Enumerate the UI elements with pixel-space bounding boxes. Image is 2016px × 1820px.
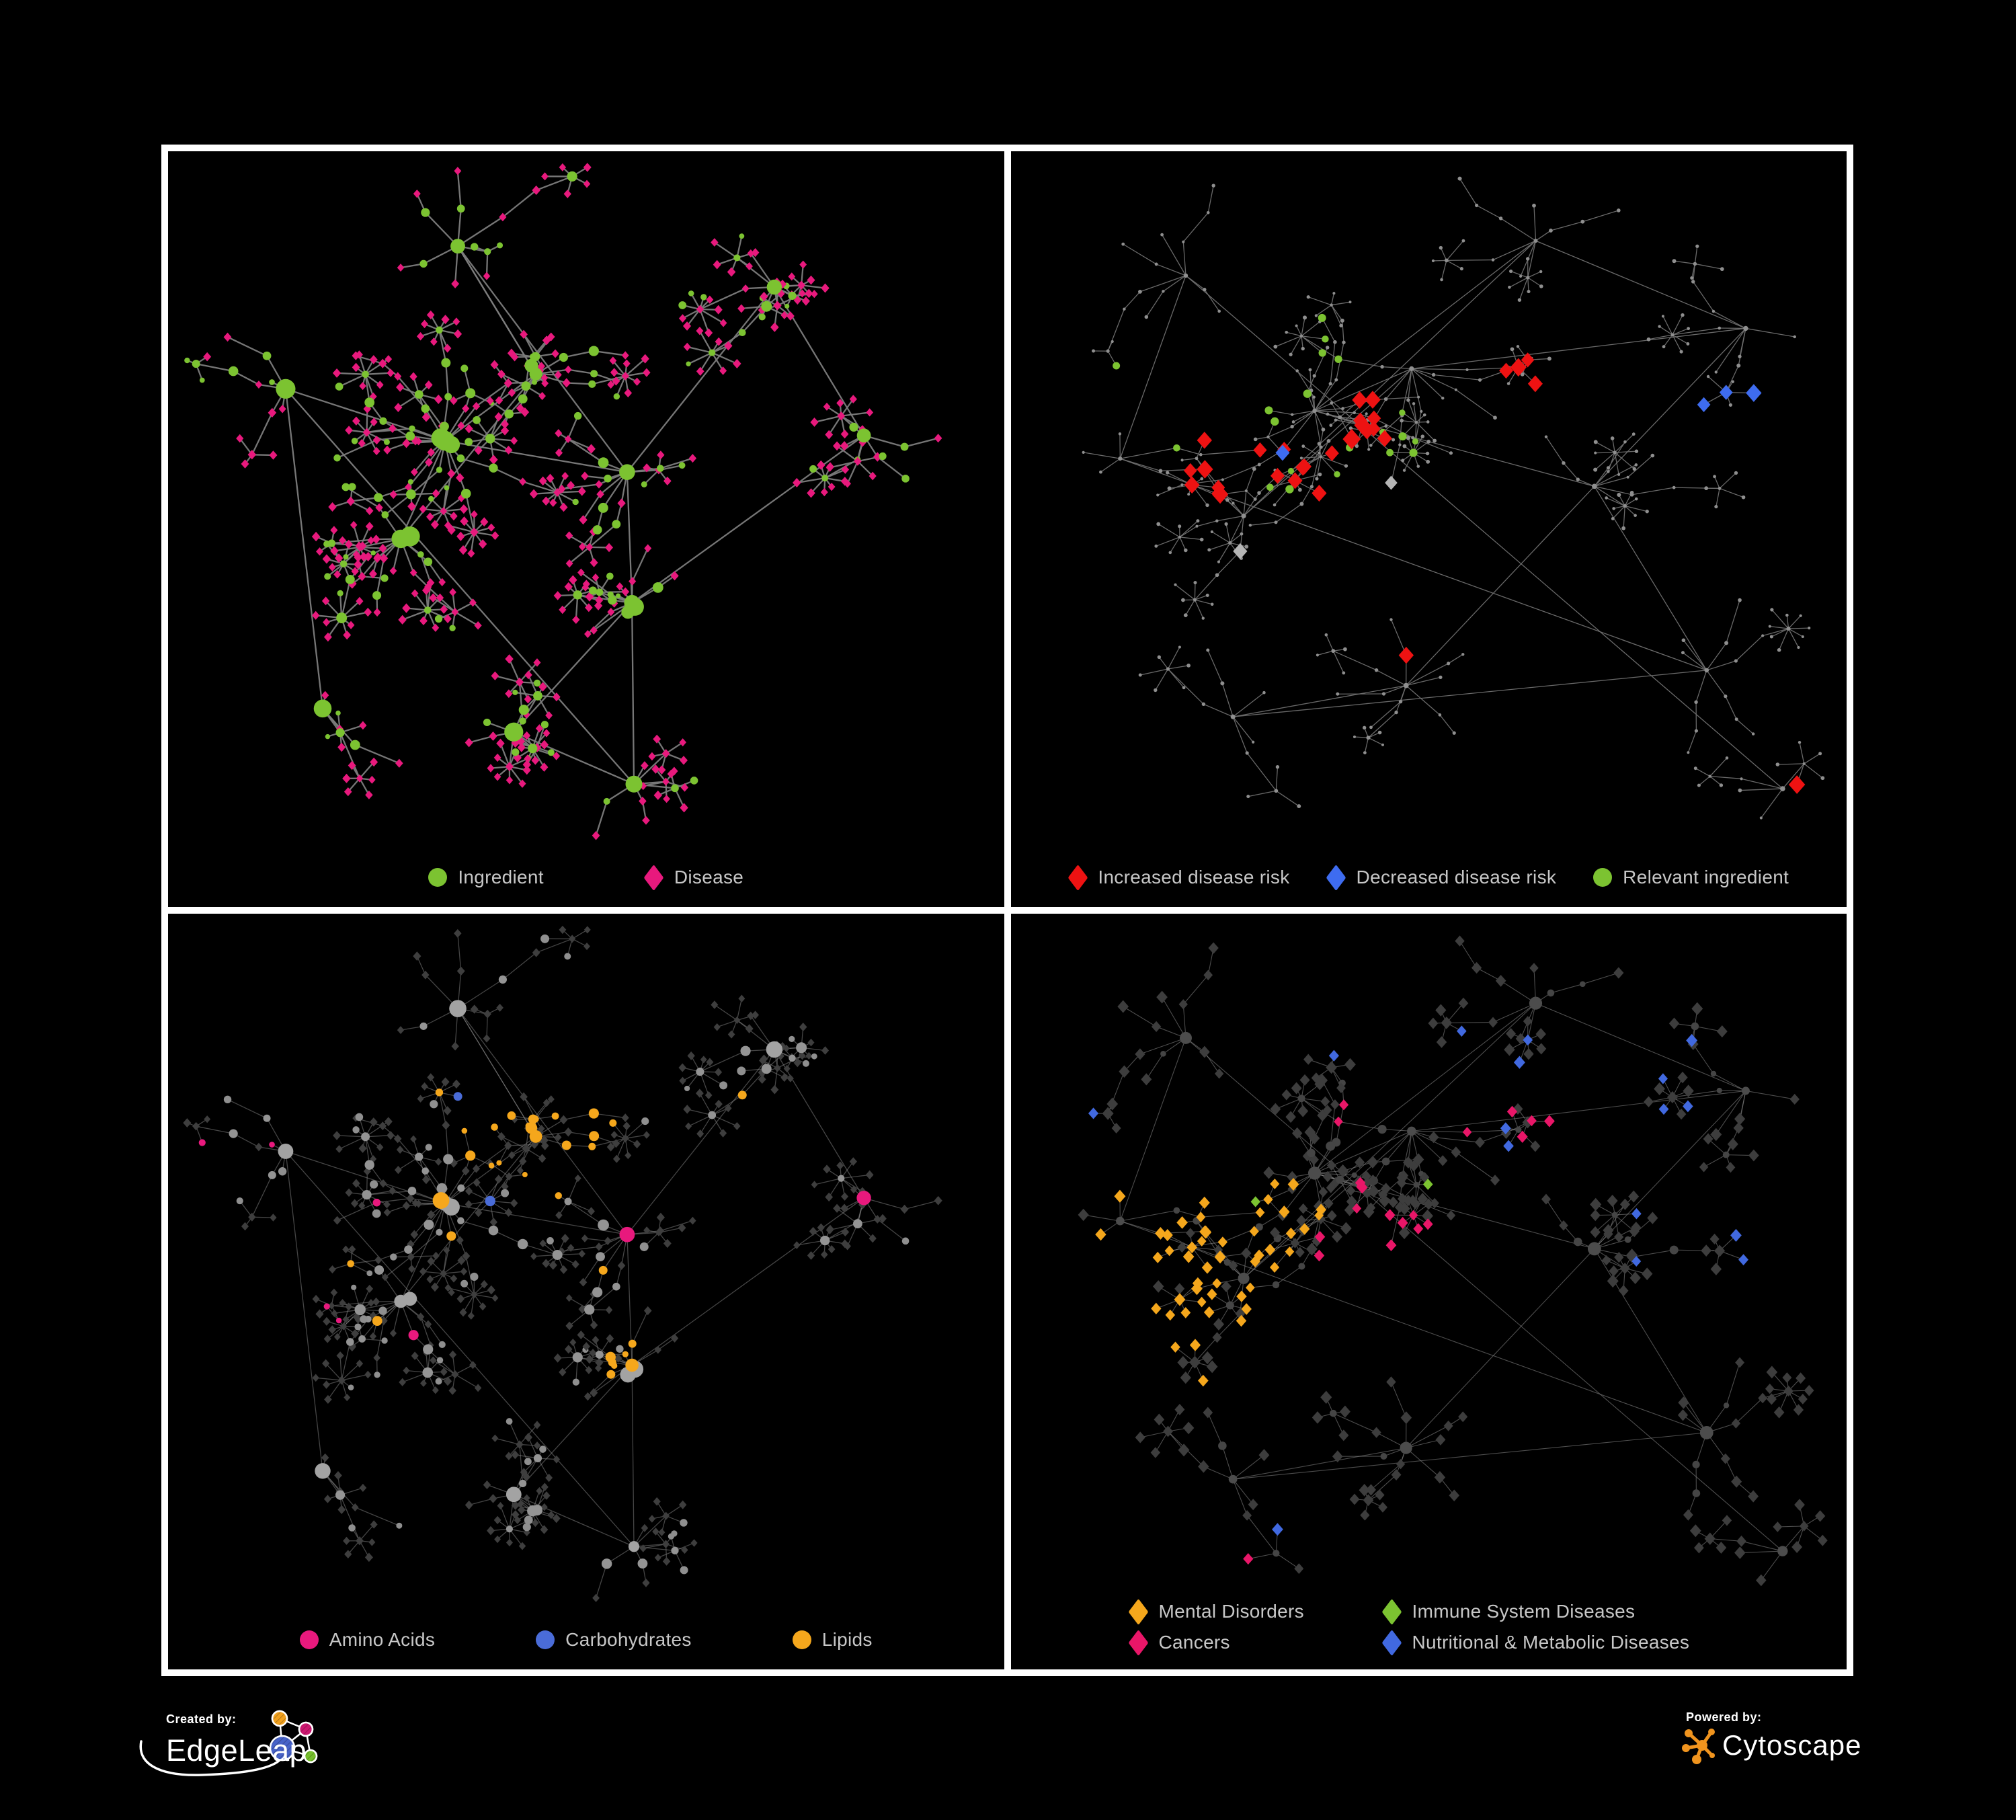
legend-label-increased-risk: Increased disease risk [1098, 867, 1290, 887]
panels-grid: Ingredient Disease Increased disease ris… [161, 145, 1853, 1676]
powered-by-label: Powered by: [1686, 1710, 1762, 1724]
legend-label-carbohydrates: Carbohydrates [565, 1629, 692, 1650]
legend-label-mental-disorders: Mental Disorders [1158, 1601, 1304, 1622]
legend-nutrient-classes: Amino Acids Carbohydrates Lipids [168, 1630, 1004, 1649]
panel-disease-risk: Increased disease risk Decreased disease… [1010, 151, 1847, 907]
network-disease-risk [1082, 176, 1824, 820]
immune-diseases-swatch-icon [1381, 1598, 1402, 1625]
relevant-ingredient-swatch-icon [1593, 868, 1613, 887]
mental-disorders-swatch-icon [1128, 1598, 1149, 1625]
legend-label-immune-diseases: Immune System Diseases [1412, 1601, 1636, 1622]
lipids-swatch-icon [792, 1630, 811, 1649]
legend-item-lipids: Lipids [792, 1629, 873, 1650]
network-disease-classes [1078, 935, 1828, 1587]
carbohydrates-swatch-icon [536, 1630, 555, 1649]
disease-swatch-icon [644, 864, 664, 891]
legend-disease-classes: Mental Disorders Immune System Diseases … [1128, 1598, 1690, 1656]
legend-label-amino-acids: Amino Acids [329, 1629, 436, 1650]
network-nutrient-classes [183, 925, 942, 1602]
ingredient-swatch-icon [428, 868, 448, 887]
panel-disease-classes: Mental Disorders Immune System Diseases … [1010, 914, 1847, 1669]
created-by-label: Created by: [166, 1712, 237, 1726]
legend-item-disease: Disease [644, 864, 744, 891]
edgeleap-logo-icon [139, 1710, 318, 1776]
legend-item-immune-diseases: Immune System Diseases [1381, 1598, 1690, 1625]
cytoscape-logo-icon [1682, 1729, 1715, 1764]
legend-item-increased-risk: Increased disease risk [1067, 864, 1290, 891]
panel-nutrient-classes: Amino Acids Carbohydrates Lipids [168, 914, 1004, 1669]
nutritional-metabolic-swatch-icon [1381, 1629, 1402, 1656]
legend-item-cancers: Cancers [1128, 1629, 1383, 1656]
panel-ingredient-disease: Ingredient Disease [168, 151, 1004, 907]
legend-label-ingredient: Ingredient [458, 867, 544, 887]
edgeleap-wordmark: EdgeLeap [166, 1733, 307, 1768]
legend-item-decreased-risk: Decreased disease risk [1326, 864, 1557, 891]
increased-risk-swatch-icon [1067, 864, 1088, 891]
legend-label-relevant-ingredient: Relevant ingredient [1623, 867, 1789, 887]
legend-label-nutritional-metabolic: Nutritional & Metabolic Diseases [1412, 1632, 1690, 1653]
legend-label-decreased-risk: Decreased disease risk [1356, 867, 1557, 887]
cytoscape-wordmark: Cytoscape [1722, 1729, 1862, 1761]
legend-item-amino-acids: Amino Acids [299, 1629, 436, 1650]
legend-item-ingredient: Ingredient [428, 868, 544, 887]
legend-ingredient-disease: Ingredient Disease [168, 864, 1004, 891]
amino-acids-swatch-icon [299, 1630, 319, 1649]
legend-label-cancers: Cancers [1158, 1632, 1230, 1653]
decreased-risk-swatch-icon [1326, 864, 1346, 891]
legend-item-nutritional-metabolic: Nutritional & Metabolic Diseases [1381, 1629, 1690, 1656]
legend-item-carbohydrates: Carbohydrates [536, 1630, 692, 1649]
cancers-swatch-icon [1128, 1629, 1149, 1656]
legend-item-relevant-ingredient: Relevant ingredient [1593, 868, 1789, 887]
legend-label-lipids: Lipids [821, 1629, 873, 1650]
legend-label-disease: Disease [674, 867, 744, 887]
legend-item-mental-disorders: Mental Disorders [1128, 1598, 1383, 1625]
network-ingredient-disease [184, 163, 942, 840]
legend-disease-risk: Increased disease risk Decreased disease… [1011, 864, 1847, 891]
